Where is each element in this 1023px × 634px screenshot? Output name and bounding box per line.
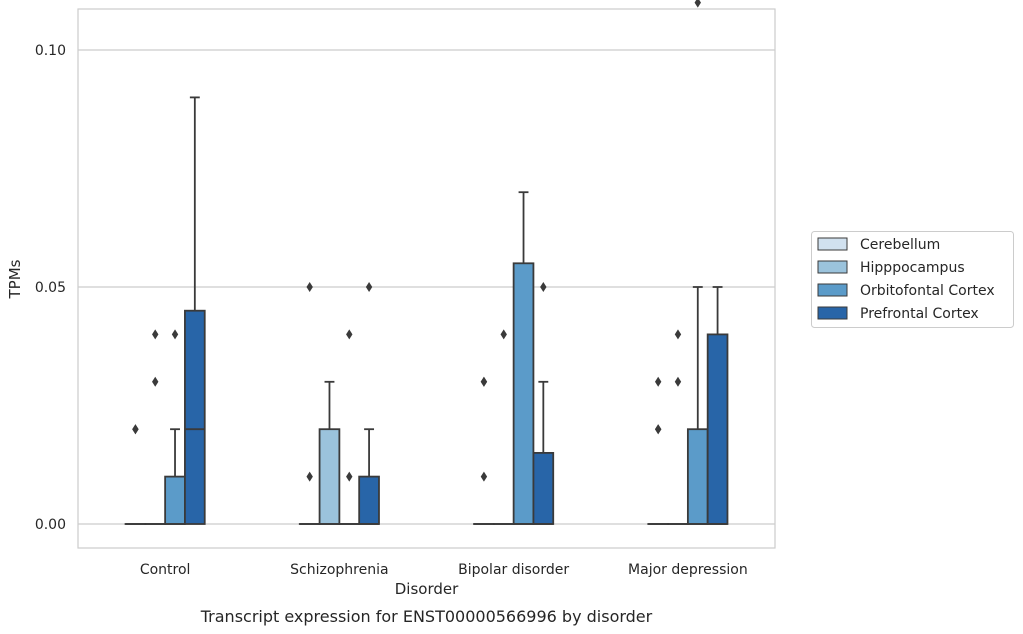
box-hipppocampus <box>492 329 515 525</box>
box-prefrontal-cortex <box>358 282 380 525</box>
outlier-point <box>674 376 682 387</box>
outlier-point <box>365 282 373 292</box>
y-axis-title: TPMs <box>6 259 24 299</box>
box-cerebellum <box>647 376 669 525</box>
outlier-point <box>152 376 159 387</box>
chart-caption: Transcript expression for ENST0000056699… <box>200 607 653 626</box>
outlier-point <box>480 376 488 387</box>
x-tick-label: Bipolar disorder <box>458 562 569 578</box>
outlier-point <box>674 329 682 340</box>
outlier-point <box>132 424 139 435</box>
legend-items: Cerebellum Hipppocampus Orbitofontal Corte… <box>817 237 995 322</box>
box-body <box>706 333 729 525</box>
box-hipppocampus <box>318 380 341 525</box>
box-body <box>512 262 535 525</box>
box-prefrontal-cortex <box>532 282 555 525</box>
box-body <box>358 475 380 525</box>
box-series <box>124 0 729 525</box>
box-orbitofontal-cortex <box>686 0 709 525</box>
x-tick-labels: Control Schizophrenia Bipolar disorder Majo… <box>140 562 748 578</box>
outlier-point <box>346 471 353 482</box>
outlier-point <box>306 282 313 292</box>
grid-lines <box>78 49 775 525</box>
plot-frame <box>77 8 776 549</box>
legend-swatch <box>817 283 848 297</box>
legend-swatch <box>817 306 848 320</box>
x-axis-title: Disorder <box>395 580 459 598</box>
outlier-point <box>152 329 159 340</box>
legend-swatch <box>817 260 848 274</box>
box-orbitofontal-cortex <box>512 191 535 525</box>
x-tick-label: Schizophrenia <box>290 562 388 578</box>
box-body <box>318 428 341 525</box>
box-body <box>184 309 206 525</box>
outlier-point <box>306 471 313 482</box>
legend-label: Hipppocampus <box>860 260 965 276</box>
y-tick-labels: 0.000.050.100.150.200.250.30 <box>35 43 66 533</box>
legend-label: Cerebellum <box>860 237 940 253</box>
outlier-point <box>654 424 662 435</box>
y-tick-label: 0.05 <box>35 280 66 296</box>
x-tick-label: Control <box>140 562 191 578</box>
outlier-point <box>500 329 507 340</box>
box-prefrontal-cortex <box>706 286 729 525</box>
outlier-point <box>540 282 547 292</box>
box-body <box>164 475 186 525</box>
outlier-point <box>480 471 488 482</box>
legend: Cerebellum Hipppocampus Orbitofontal Corte… <box>811 231 1014 328</box>
outlier-point <box>346 329 353 340</box>
box-cerebellum <box>298 282 321 525</box>
legend-label: Prefrontal Cortex <box>860 306 979 322</box>
y-tick-label: 0.10 <box>35 43 66 59</box>
box-cerebellum <box>124 424 147 525</box>
outlier-point <box>694 0 701 8</box>
box-orbitofontal-cortex <box>164 329 186 525</box>
legend-frame <box>811 231 1014 328</box>
box-hipppocampus <box>144 329 167 525</box>
legend-swatch <box>817 237 848 251</box>
y-tick-label: 0.00 <box>35 517 66 533</box>
legend-label: Orbitofontal Cortex <box>860 283 995 299</box>
outlier-point <box>171 329 179 340</box>
box-orbitofontal-cortex <box>338 329 361 525</box>
x-tick-label: Major depression <box>628 562 748 578</box>
box-prefrontal-cortex <box>184 96 206 525</box>
box-cerebellum <box>473 376 495 525</box>
box-body <box>532 451 555 525</box>
outlier-point <box>654 376 662 387</box>
box-hipppocampus <box>667 329 689 525</box>
box-body <box>686 428 709 525</box>
